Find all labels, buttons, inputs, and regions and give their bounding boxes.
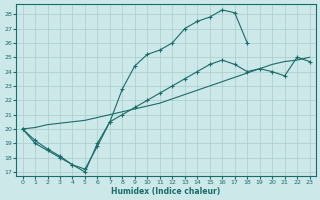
X-axis label: Humidex (Indice chaleur): Humidex (Indice chaleur) bbox=[111, 187, 221, 196]
